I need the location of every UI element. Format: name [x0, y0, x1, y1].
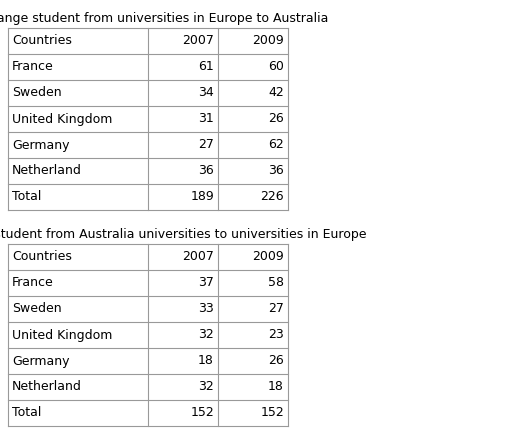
Text: Exchange student from universities in Europe to Australia: Exchange student from universities in Eu… — [0, 12, 329, 25]
Text: 2007: 2007 — [182, 251, 214, 264]
Text: 26: 26 — [268, 113, 284, 126]
Text: 37: 37 — [198, 276, 214, 289]
Text: Netherland: Netherland — [12, 165, 82, 178]
Text: Germany: Germany — [12, 138, 70, 151]
Text: 60: 60 — [268, 61, 284, 74]
Text: 32: 32 — [198, 329, 214, 341]
Text: United Kingdom: United Kingdom — [12, 329, 112, 341]
Text: 27: 27 — [198, 138, 214, 151]
Text: 27: 27 — [268, 302, 284, 316]
Text: Total: Total — [12, 190, 41, 203]
Text: 42: 42 — [268, 86, 284, 99]
Text: 2009: 2009 — [252, 251, 284, 264]
Text: Sweden: Sweden — [12, 302, 61, 316]
Text: 32: 32 — [198, 381, 214, 393]
Text: United Kingdom: United Kingdom — [12, 113, 112, 126]
Text: 31: 31 — [198, 113, 214, 126]
Text: Total: Total — [12, 406, 41, 420]
Text: 33: 33 — [198, 302, 214, 316]
Text: 18: 18 — [198, 354, 214, 368]
Text: 2007: 2007 — [182, 34, 214, 47]
Text: 226: 226 — [261, 190, 284, 203]
Text: 36: 36 — [268, 165, 284, 178]
Text: 61: 61 — [198, 61, 214, 74]
Text: Exchange student from Australia universities to universities in Europe: Exchange student from Australia universi… — [0, 228, 367, 241]
Text: France: France — [12, 276, 54, 289]
Text: 34: 34 — [198, 86, 214, 99]
Text: Countries: Countries — [12, 251, 72, 264]
Text: 189: 189 — [190, 190, 214, 203]
Text: 152: 152 — [260, 406, 284, 420]
Text: Netherland: Netherland — [12, 381, 82, 393]
Text: Germany: Germany — [12, 354, 70, 368]
Text: 62: 62 — [268, 138, 284, 151]
Text: France: France — [12, 61, 54, 74]
Text: 18: 18 — [268, 381, 284, 393]
Text: Countries: Countries — [12, 34, 72, 47]
Text: 23: 23 — [268, 329, 284, 341]
Text: 36: 36 — [198, 165, 214, 178]
Text: 152: 152 — [190, 406, 214, 420]
Text: Sweden: Sweden — [12, 86, 61, 99]
Text: 2009: 2009 — [252, 34, 284, 47]
Text: 26: 26 — [268, 354, 284, 368]
Text: 58: 58 — [268, 276, 284, 289]
